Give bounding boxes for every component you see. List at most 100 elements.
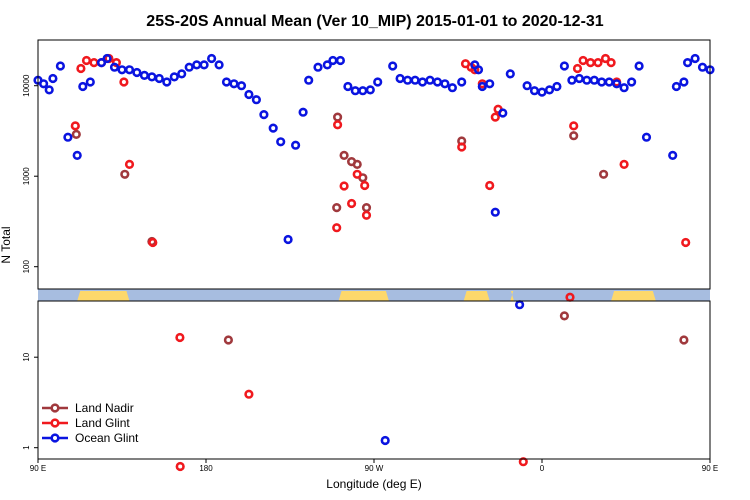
data-point — [63, 132, 73, 142]
data-point — [244, 389, 254, 399]
data-point — [148, 237, 158, 248]
data-point — [582, 75, 592, 85]
chart-title: 25S-20S Annual Mean (Ver 10_MIP) 2015-01… — [146, 13, 604, 30]
data-point — [606, 57, 616, 68]
data-point — [147, 72, 157, 82]
data-point — [268, 123, 278, 133]
data-point — [544, 85, 555, 95]
data-point — [335, 55, 346, 66]
data-point — [505, 69, 515, 79]
data-point — [518, 457, 528, 467]
data-point — [221, 77, 232, 87]
data-point — [169, 72, 179, 82]
data-point — [332, 223, 342, 233]
data-point — [55, 61, 66, 71]
y-tick-label: 1000 — [22, 167, 31, 185]
x-axis-label: Longitude (deg E) — [326, 477, 421, 491]
data-point — [395, 73, 405, 84]
data-point — [207, 53, 217, 64]
legend-marker — [50, 418, 60, 428]
data-point — [350, 86, 360, 96]
data-point — [679, 335, 689, 345]
data-point — [604, 77, 614, 87]
data-point — [214, 60, 224, 70]
data-point — [410, 75, 420, 85]
data-point — [380, 435, 390, 446]
data-point — [236, 81, 247, 91]
data-point — [440, 79, 450, 89]
data-point — [559, 311, 570, 321]
data-point — [132, 67, 142, 78]
data-point — [470, 65, 480, 75]
data-point — [333, 120, 343, 130]
legend-item: Land Nadir — [42, 401, 134, 415]
data-point — [244, 89, 254, 100]
data-point — [175, 461, 185, 472]
data-point — [333, 112, 343, 122]
y-tick-label: 100 — [22, 259, 31, 273]
data-point — [447, 83, 458, 93]
data-point — [679, 77, 689, 87]
data-point — [199, 60, 209, 70]
data-point — [347, 198, 357, 209]
data-point — [162, 77, 172, 87]
data-point — [690, 53, 700, 64]
data-point — [388, 61, 398, 71]
data-point — [529, 86, 540, 96]
data-point — [597, 77, 607, 87]
series-land-glint — [70, 53, 691, 472]
data-point — [671, 81, 682, 92]
data-point — [139, 70, 149, 80]
x-tick-label: 180 — [199, 464, 213, 473]
data-point — [322, 60, 332, 70]
data-point — [619, 83, 629, 93]
data-point — [361, 210, 372, 220]
data-point — [432, 77, 443, 87]
data-point — [117, 65, 127, 75]
data-point — [184, 62, 194, 72]
data-point — [276, 137, 286, 147]
data-point — [120, 169, 130, 179]
data-point — [175, 332, 185, 343]
data-point — [339, 181, 349, 191]
data-point — [485, 180, 495, 191]
data-point — [102, 53, 112, 64]
data-point — [78, 81, 88, 92]
x-tick-label: 90 W — [365, 464, 384, 473]
data-point — [697, 62, 708, 72]
land-mask-band — [38, 289, 710, 301]
data-point — [109, 62, 120, 72]
data-point — [154, 73, 164, 84]
data-point — [522, 81, 532, 91]
legend-label: Land Nadir — [75, 401, 134, 415]
plot-frame-upper — [37, 39, 711, 290]
data-point — [72, 150, 82, 160]
data-point — [641, 132, 652, 142]
land-segment — [77, 291, 130, 301]
data-point — [425, 75, 435, 85]
data-point — [569, 121, 579, 131]
data-point — [619, 159, 629, 169]
data-point — [585, 57, 596, 68]
data-point — [626, 77, 637, 87]
data-point — [343, 81, 353, 92]
data-point — [681, 237, 691, 248]
data-point — [569, 131, 579, 141]
data-point — [71, 129, 81, 139]
data-point — [48, 73, 58, 84]
land-segment — [510, 291, 514, 301]
data-point — [291, 140, 301, 150]
plot-frame-lower — [37, 300, 711, 460]
data-point — [598, 169, 609, 179]
data-point — [574, 73, 584, 84]
data-point — [567, 75, 577, 85]
data-point — [365, 85, 375, 95]
legend-label: Land Glint — [75, 416, 130, 430]
land-segment — [338, 291, 389, 301]
data-point — [514, 300, 525, 310]
data-point — [339, 150, 349, 160]
x-tick-label: 90 E — [30, 464, 46, 473]
x-tick-label: 0 — [540, 464, 545, 473]
data-point — [352, 169, 362, 179]
